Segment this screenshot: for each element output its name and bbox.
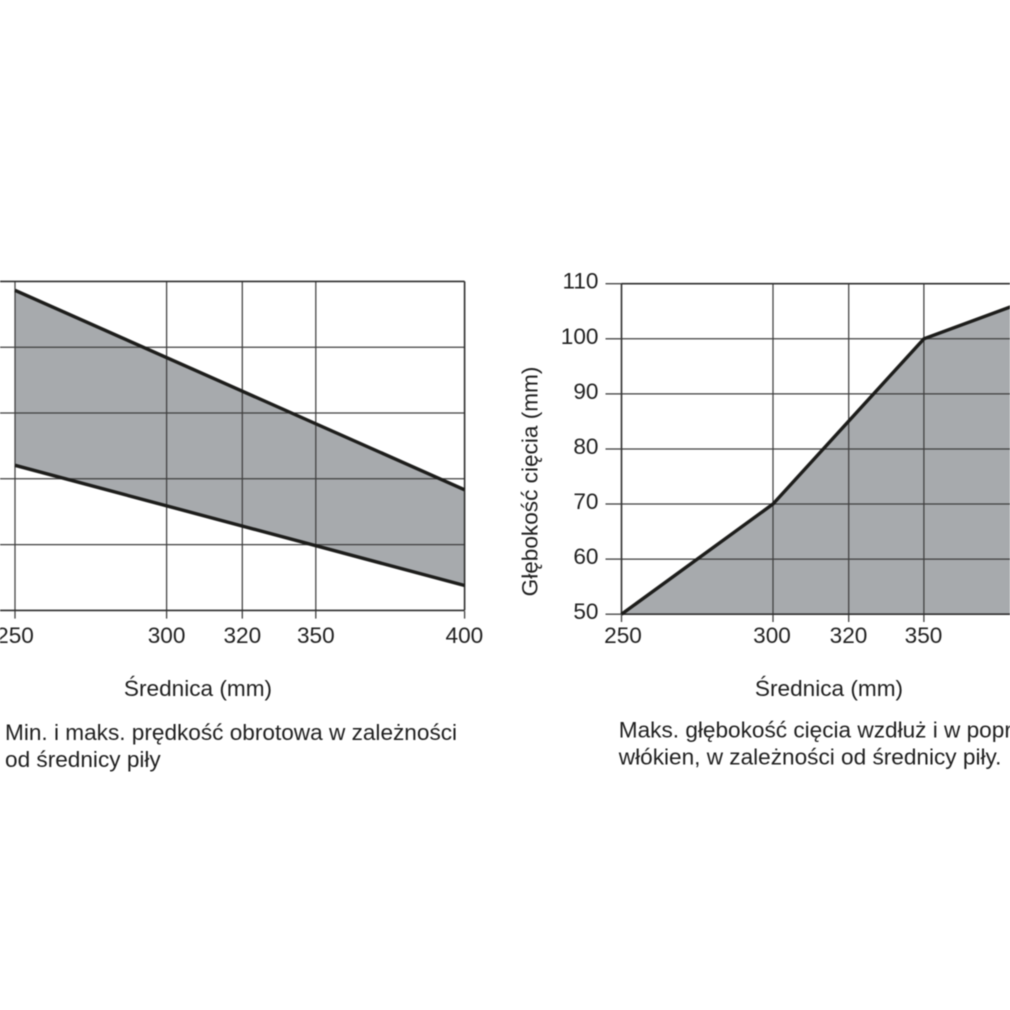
svg-text:110: 110 xyxy=(562,269,598,294)
svg-text:Min. i maks. prędkość obrotowa: Min. i maks. prędkość obrotowa w zależno… xyxy=(5,720,457,745)
svg-text:320: 320 xyxy=(830,623,868,648)
svg-text:90: 90 xyxy=(573,379,598,404)
svg-text:Maks. głębokość cięcia wzdłuż: Maks. głębokość cięcia wzdłuż i w poprze… xyxy=(619,717,1010,742)
svg-text:70: 70 xyxy=(573,489,598,514)
svg-text:400: 400 xyxy=(446,623,484,648)
svg-text:60: 60 xyxy=(573,544,598,569)
svg-text:Średnica (mm): Średnica (mm) xyxy=(755,676,903,701)
svg-text:300: 300 xyxy=(148,623,186,648)
svg-text:50: 50 xyxy=(573,599,598,624)
svg-text:włókien, w zależności od średn: włókien, w zależności od średnicy piły. xyxy=(618,745,1002,770)
svg-text:250: 250 xyxy=(604,623,642,648)
svg-text:350: 350 xyxy=(297,623,335,648)
svg-text:80: 80 xyxy=(573,434,598,459)
svg-text:od średnicy piły: od średnicy piły xyxy=(5,747,161,772)
svg-text:Głębokość cięcia (mm): Głębokość cięcia (mm) xyxy=(517,367,542,597)
svg-text:350: 350 xyxy=(905,623,943,648)
svg-text:250: 250 xyxy=(0,623,34,648)
svg-text:Średnica (mm): Średnica (mm) xyxy=(124,676,272,701)
svg-text:300: 300 xyxy=(753,623,791,648)
svg-text:100: 100 xyxy=(561,324,599,349)
svg-text:320: 320 xyxy=(223,623,261,648)
